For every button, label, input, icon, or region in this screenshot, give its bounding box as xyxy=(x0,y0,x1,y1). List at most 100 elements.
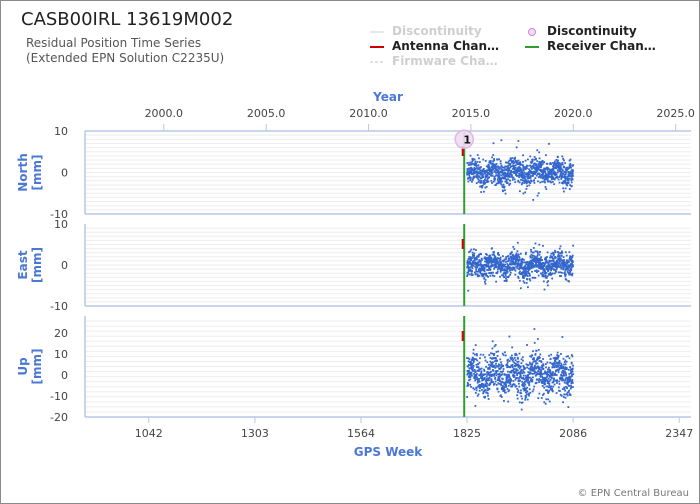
data-point xyxy=(504,274,507,277)
data-point xyxy=(474,273,477,276)
legend-antenna-label[interactable]: Antenna Chan… xyxy=(392,39,500,53)
data-point xyxy=(489,352,492,355)
data-point xyxy=(553,163,556,166)
data-point xyxy=(570,267,572,270)
data-point xyxy=(538,172,541,175)
data-point xyxy=(538,267,540,270)
data-point xyxy=(517,275,520,278)
data-point xyxy=(474,164,477,167)
data-point xyxy=(500,268,503,271)
data-point xyxy=(504,177,507,180)
data-point xyxy=(549,271,552,274)
data-point xyxy=(515,354,518,356)
data-point xyxy=(493,254,496,257)
data-point xyxy=(531,366,533,368)
data-point xyxy=(508,169,511,172)
data-point xyxy=(506,376,509,379)
data-point xyxy=(557,365,559,368)
data-point xyxy=(562,396,565,398)
data-point xyxy=(496,171,499,174)
data-point xyxy=(539,175,542,177)
data-point xyxy=(522,370,525,373)
data-point xyxy=(555,270,558,273)
data-point xyxy=(526,390,529,393)
data-point xyxy=(539,257,542,260)
data-point xyxy=(534,173,537,175)
data-point xyxy=(550,273,553,275)
data-point xyxy=(513,258,516,261)
data-point xyxy=(522,167,525,170)
data-point xyxy=(554,359,556,362)
data-point xyxy=(560,166,562,169)
data-point xyxy=(524,267,526,270)
data-point xyxy=(519,375,521,378)
data-point xyxy=(548,264,551,267)
data-point xyxy=(513,356,516,359)
data-point xyxy=(513,171,516,174)
data-point xyxy=(542,377,544,379)
data-point xyxy=(544,270,546,273)
data-point xyxy=(501,387,504,390)
data-point xyxy=(559,175,561,178)
legend-receiver-label[interactable]: Receiver Chan… xyxy=(547,39,656,53)
data-point xyxy=(549,255,552,257)
data-point xyxy=(545,266,548,269)
data-point xyxy=(526,181,529,183)
legend-discontinuity-label[interactable]: Discontinuity xyxy=(547,24,637,38)
y-tick-label: 10 xyxy=(54,348,68,361)
data-point xyxy=(527,272,530,275)
data-point xyxy=(521,401,524,404)
data-point xyxy=(524,271,527,273)
data-point xyxy=(473,252,476,255)
data-point xyxy=(554,251,557,254)
data-point xyxy=(472,387,475,390)
data-point xyxy=(500,168,503,170)
data-point xyxy=(520,408,523,411)
data-point xyxy=(530,180,533,182)
data-point xyxy=(495,174,498,177)
data-point xyxy=(493,353,496,355)
data-point xyxy=(496,359,499,362)
data-point xyxy=(571,370,574,373)
legend-firmware-label[interactable]: Firmware Cha… xyxy=(392,54,498,68)
data-point xyxy=(495,165,498,168)
data-point xyxy=(565,175,567,178)
data-point xyxy=(533,181,536,184)
data-point xyxy=(485,261,488,264)
data-point xyxy=(487,166,489,169)
data-point xyxy=(564,187,567,190)
data-point xyxy=(515,265,518,268)
data-point xyxy=(514,262,517,265)
data-point xyxy=(492,361,494,364)
data-point xyxy=(477,172,480,175)
data-point xyxy=(563,368,566,371)
data-point xyxy=(472,173,475,175)
data-point xyxy=(468,251,470,253)
data-point xyxy=(514,172,517,175)
data-point xyxy=(480,179,482,182)
data-point xyxy=(530,368,533,371)
data-point xyxy=(468,266,471,269)
data-point xyxy=(563,388,566,390)
data-point xyxy=(528,278,531,280)
data-point xyxy=(497,382,500,385)
data-point xyxy=(544,170,547,173)
data-point xyxy=(471,263,474,266)
data-point xyxy=(531,380,534,383)
data-point xyxy=(493,170,496,173)
data-point xyxy=(467,180,470,183)
data-point xyxy=(522,274,525,277)
legend-discontinuity-dim-label[interactable]: Discontinuity xyxy=(392,24,482,38)
data-point xyxy=(490,170,493,173)
data-point xyxy=(564,181,566,184)
data-point xyxy=(470,171,473,174)
data-point xyxy=(537,259,539,262)
data-point xyxy=(530,167,533,170)
data-point xyxy=(522,368,525,370)
data-point xyxy=(545,277,548,279)
data-point xyxy=(527,265,529,268)
data-point xyxy=(466,381,469,384)
data-point xyxy=(539,181,542,184)
data-point xyxy=(482,273,485,276)
